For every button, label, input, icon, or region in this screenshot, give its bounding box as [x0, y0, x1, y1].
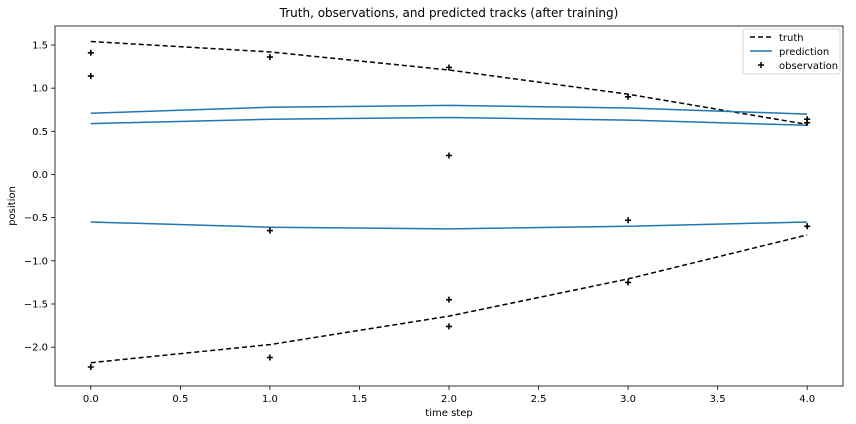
x-tick-label: 1.0: [262, 394, 278, 405]
truth-line-0: [90, 40, 808, 126]
observation-marker: [804, 119, 811, 126]
x-tick-label: 2.5: [531, 394, 547, 405]
x-tick-label: 2.0: [441, 394, 457, 405]
observation-marker: [266, 354, 273, 361]
prediction-line-4: [90, 221, 808, 230]
observation-marker: [266, 54, 273, 61]
y-tick-label: −2.0: [24, 343, 48, 354]
legend: truth prediction observation: [742, 28, 841, 75]
y-tick-label: 0.5: [32, 127, 48, 138]
y-axis-ticks: −2.0 −1.5 −1.0 −0.5 0.0 0.5 1.0 1.5: [24, 40, 55, 354]
y-tick-label: −0.5: [24, 213, 48, 224]
legend-observation-swatch: [758, 62, 764, 68]
y-axis-label: position: [7, 186, 18, 226]
truth-line-1: [90, 234, 808, 364]
observation-marker: [625, 93, 632, 100]
legend-observation-label: observation: [779, 61, 838, 72]
prediction-line-3: [90, 116, 808, 127]
observation-marker: [87, 364, 94, 371]
observation-markers: [87, 49, 811, 371]
observation-marker: [625, 217, 632, 224]
observation-marker: [446, 64, 452, 71]
observation-marker: [266, 227, 273, 234]
observation-marker: [625, 279, 632, 286]
y-tick-label: −1.0: [24, 256, 48, 267]
observation-marker: [446, 152, 452, 159]
legend-prediction-label: prediction: [779, 47, 829, 58]
x-tick-label: 0.5: [172, 394, 188, 405]
x-tick-label: 1.5: [352, 394, 368, 405]
x-tick-label: 0.0: [83, 394, 99, 405]
chart-title: Truth, observations, and predicted track…: [279, 6, 619, 20]
y-tick-label: 0.0: [32, 170, 48, 181]
x-axis-ticks: 0.0 0.5 1.0 1.5 2.0 2.5 3.0 3.5 4.0: [83, 386, 815, 405]
legend-truth-label: truth: [779, 33, 804, 44]
series-layer: [90, 40, 808, 364]
x-tick-label: 3.5: [710, 394, 726, 405]
observation-marker: [446, 323, 452, 330]
observation-marker: [446, 296, 452, 303]
y-tick-label: −1.5: [24, 299, 48, 310]
observation-marker: [87, 73, 94, 80]
prediction-line-2: [90, 104, 808, 115]
x-axis-label: time step: [425, 408, 472, 419]
observation-marker: [804, 223, 811, 230]
legend-box: [742, 28, 841, 75]
y-tick-label: 1.5: [32, 40, 48, 51]
x-tick-label: 4.0: [799, 394, 815, 405]
x-tick-label: 3.0: [620, 394, 636, 405]
observation-marker: [87, 49, 94, 56]
y-tick-label: 1.0: [32, 84, 48, 95]
